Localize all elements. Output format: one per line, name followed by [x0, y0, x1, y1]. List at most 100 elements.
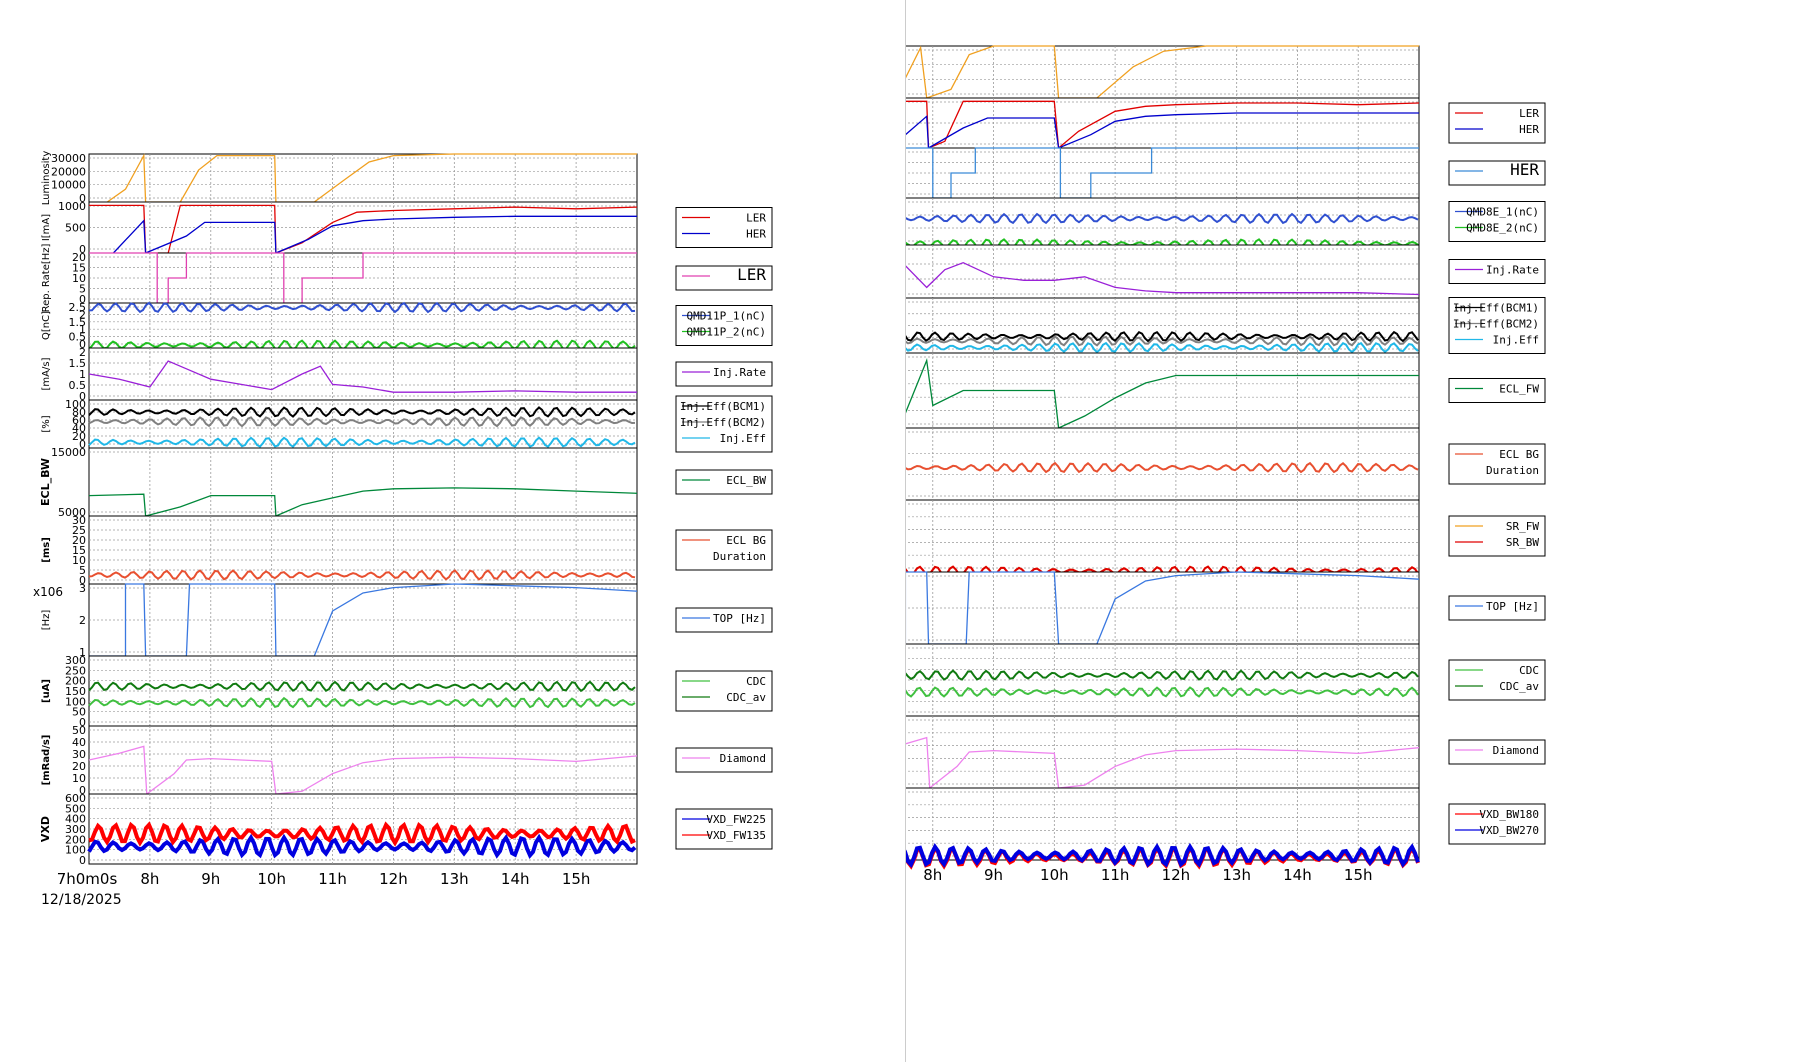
legend: QMD11P_1(nC) QMD11P_2(nC) [675, 305, 773, 346]
panel-frame [906, 499, 1420, 573]
y-tick-label: 2.5 [69, 301, 87, 314]
y-tick-label: 0 [79, 243, 86, 256]
y-axis-label: [mA/s] [41, 357, 52, 390]
y-tick-label: 40 [72, 422, 86, 435]
legend-box [675, 265, 773, 291]
legend-label: Diamond [720, 752, 766, 765]
legend-label: CDC [746, 675, 766, 688]
legend-label: TOP [Hz] [713, 612, 766, 625]
y-tick-label: 20 [72, 430, 86, 443]
legend-label: Inj.Eff(BCM2) [680, 416, 766, 429]
x-tick-label: 9h [984, 866, 1003, 884]
legend-box [1448, 803, 1546, 845]
series-line [906, 357, 1419, 429]
legend-label: Inj.Rate [713, 366, 766, 379]
y-tick-label: 0 [79, 293, 86, 306]
series-band [88, 821, 636, 847]
legend: LER [675, 265, 773, 291]
legend: Inj.Rate [675, 361, 773, 387]
legend: SR_FW SR_BW [1448, 515, 1546, 557]
y-axis-label: [Hz] [41, 610, 52, 631]
legend: ECL BG Duration [1448, 443, 1546, 485]
legend-box [675, 305, 773, 346]
panel-frame [906, 244, 1420, 299]
y-tick-label: 10000 [51, 179, 86, 192]
legend-box [1448, 297, 1546, 354]
panel-charge: 21.81.61.4Q[nC]QMD8E_1(nC)QMD8E_2(nC) [906, 197, 1546, 250]
legend-box [1448, 160, 1546, 186]
y-tick-label: 0 [79, 716, 86, 729]
legend-box [1448, 443, 1546, 485]
legend-box [1448, 201, 1546, 242]
legend-label: ECL_FW [1499, 383, 1539, 396]
x-tick-label: 10h [257, 870, 286, 888]
y-axis-label: [ms] [41, 537, 52, 563]
y-tick-label: 100 [65, 844, 86, 857]
legend-label: Inj.Eff [1493, 334, 1539, 347]
y-tick-label: 2 [79, 614, 86, 627]
y-tick-label: 50 [72, 706, 86, 719]
legend: Diamond [1448, 739, 1546, 765]
legend-label: Duration [713, 550, 766, 563]
y-tick-label: 1 [79, 323, 86, 336]
legend: LER HER [675, 207, 773, 248]
panel-frame [906, 571, 1420, 645]
legend-box [675, 747, 773, 773]
legend-box [675, 395, 773, 453]
legend-box [1448, 595, 1546, 621]
series-band [88, 680, 636, 693]
x-tick-label: 10h [1040, 866, 1069, 884]
y-axis-label: [%] [41, 415, 52, 432]
legend-label: HER [746, 228, 766, 241]
legend-box [1448, 515, 1546, 557]
legend: HER [1448, 160, 1546, 186]
panel-frame [906, 643, 1420, 717]
y-axis-label: ECL_BW [39, 458, 52, 506]
legend: CDC CDC_av [1448, 659, 1546, 701]
y-tick-label: 200 [65, 675, 86, 688]
y-tick-label: 10 [72, 554, 86, 567]
panel-injrate: 21.510.50 [mA/s] Inj.Rate [41, 346, 773, 403]
legend: QMD8E_1(nC) QMD8E_2(nC) [1448, 201, 1546, 242]
x-tick-label: 7h0m0s [57, 870, 118, 888]
legend-box [675, 469, 773, 495]
x-tick-label: 11h [318, 870, 347, 888]
y-tick-label: 1.5 [69, 357, 87, 370]
legend-label: TOP [Hz] [1486, 600, 1539, 613]
y-tick-label: 5 [79, 564, 86, 577]
panel-frame [88, 399, 638, 449]
legend: Inj.Rate [1448, 259, 1546, 284]
legend-box [675, 607, 773, 633]
legend-label: SR_BW [1506, 536, 1539, 549]
panel-charge: 2.521.510.50 Q[nC] QMD11P_1(nC) QMD11P_2(nC… [41, 301, 773, 351]
legend-box [1448, 378, 1546, 403]
legend-label: LER [737, 265, 766, 284]
y-tick-label: 500 [65, 802, 86, 815]
legend-box [1448, 659, 1546, 701]
y-tick-label: 20 [72, 534, 86, 547]
series-band [88, 436, 636, 448]
legend-box [675, 670, 773, 712]
x-tick-label: 8h [923, 866, 942, 884]
legend: TOP [Hz] [1448, 595, 1546, 621]
y-tick-label: 20 [72, 760, 86, 773]
y-tick-label: 5 [79, 283, 86, 296]
series-band [906, 330, 1419, 343]
legend-label: CDC_av [726, 691, 766, 704]
y-tick-label: 2 [79, 346, 86, 359]
legend: TOP [Hz] [675, 607, 773, 633]
right-chart: 3000020000100000Luminosity10005000I[mA]L… [906, 45, 1546, 884]
legend-label: QMD8E_2(nC) [1466, 222, 1539, 235]
legend-label: ECL BG [726, 534, 766, 547]
panel-vxd: 25002000150010005000VXDVXD_BW180VXD_BW27… [906, 787, 1546, 870]
y-tick-label: 600 [65, 792, 86, 805]
series-band [906, 461, 1419, 474]
legend-label: SR_FW [1506, 520, 1539, 533]
